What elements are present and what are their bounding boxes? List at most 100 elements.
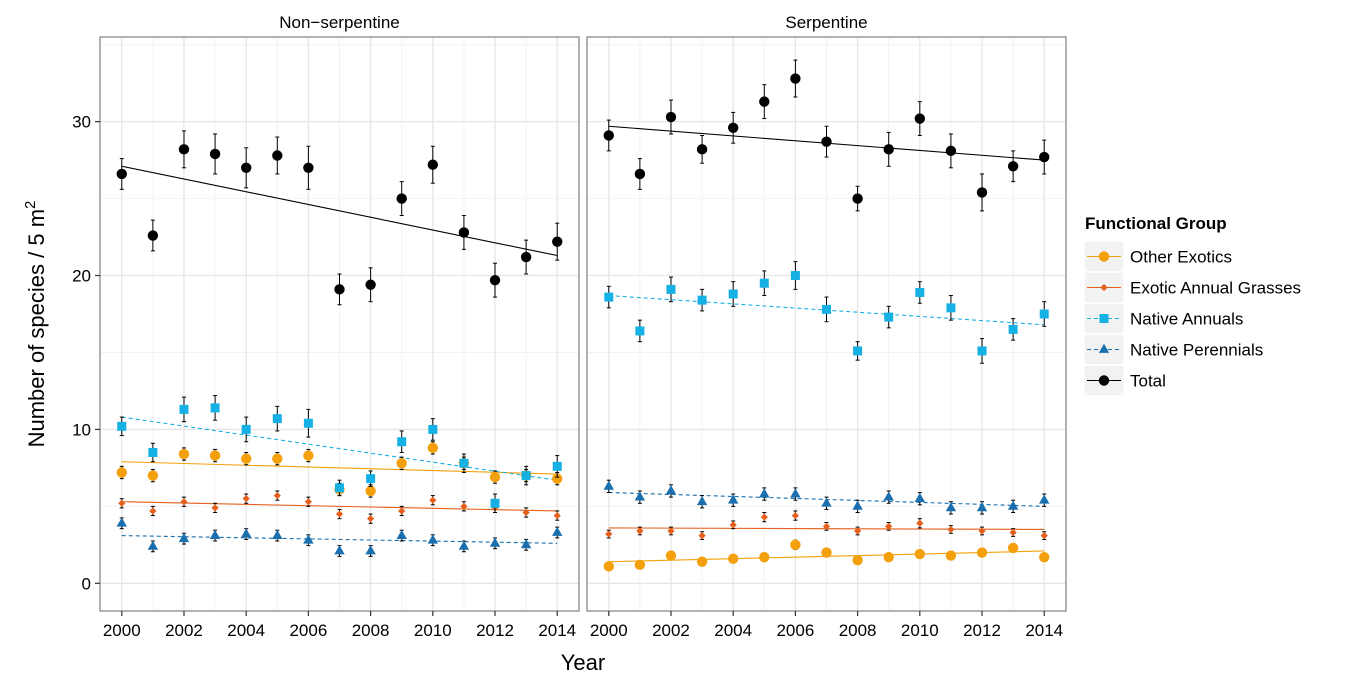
data-point-native-perennials xyxy=(147,540,159,550)
data-point-native-annuals xyxy=(552,461,562,471)
data-point-native-perennials xyxy=(852,500,863,510)
legend-label: Native Perennials xyxy=(1130,341,1263,360)
data-point-exotic-annual-grasses xyxy=(605,530,613,538)
data-point-native-annuals xyxy=(459,458,469,468)
y-axis-label-superscript: 2 xyxy=(22,201,39,209)
data-point-total xyxy=(396,193,407,204)
data-point-native-annuals xyxy=(428,424,438,434)
x-axis-serpentine: 2000 2002 2004 2006 2008 2010 2012 2014 xyxy=(590,611,1063,640)
data-point-total xyxy=(427,159,439,170)
panel-non-serpentine: Non−serpentine 2000 2002 2004 2006 2008 2010 2… xyxy=(99,7,580,640)
x-tick-label: 2000 xyxy=(103,621,141,640)
data-point-native-perennials xyxy=(1007,500,1019,510)
legend-marker xyxy=(1099,314,1109,323)
data-point-exotic-annual-grasses xyxy=(1040,531,1048,540)
data-point-other-exotics xyxy=(116,467,127,478)
data-point-native-annuals xyxy=(1008,324,1018,334)
x-axis-non-serpentine: 2000 2002 2004 2006 2008 2010 2012 2014 xyxy=(103,611,576,640)
data-point-native-annuals xyxy=(790,271,800,281)
data-point-native-annuals xyxy=(335,483,344,493)
data-point-total xyxy=(520,251,532,263)
data-point-total xyxy=(821,136,832,147)
y-axis-label: Number of species / 5 m2 xyxy=(22,201,49,448)
data-point-other-exotics xyxy=(396,458,407,469)
series-native-perennials-non-serpentine xyxy=(116,517,563,557)
panel-strip-non-serpentine xyxy=(100,7,579,37)
data-point-total xyxy=(458,227,470,238)
data-point-other-exotics xyxy=(489,471,501,483)
data-marks-non-serpentine xyxy=(116,130,563,557)
data-point-total xyxy=(116,168,127,180)
data-point-exotic-annual-grasses xyxy=(367,515,375,523)
data-point-native-annuals xyxy=(117,421,127,431)
data-point-native-perennials xyxy=(365,545,376,555)
series-exotic-annual-grasses-serpentine xyxy=(605,510,1048,540)
legend-label: Exotic Annual Grasses xyxy=(1130,279,1301,298)
data-point-exotic-annual-grasses xyxy=(149,507,157,515)
data-point-other-exotics xyxy=(365,485,376,497)
data-point-other-exotics xyxy=(272,453,283,464)
data-point-other-exotics xyxy=(209,450,221,461)
y-axis: 0 10 20 30 xyxy=(72,113,100,593)
data-point-exotic-annual-grasses xyxy=(304,498,312,506)
data-point-exotic-annual-grasses xyxy=(667,527,675,535)
data-point-other-exotics xyxy=(552,473,563,484)
data-point-total xyxy=(976,187,988,198)
legend-label: Native Annuals xyxy=(1130,310,1243,329)
data-point-native-annuals xyxy=(210,403,220,413)
data-point-exotic-annual-grasses xyxy=(885,522,893,530)
data-point-native-annuals xyxy=(977,346,987,356)
data-point-exotic-annual-grasses xyxy=(398,507,406,515)
y-tick-label: 10 xyxy=(72,420,91,439)
data-point-native-perennials xyxy=(334,545,345,555)
data-marks-serpentine xyxy=(603,59,1050,572)
data-point-native-perennials xyxy=(116,517,127,527)
data-point-exotic-annual-grasses xyxy=(553,511,561,520)
legend-item-exotic-annual-grasses: Exotic Annual Grasses xyxy=(1083,271,1301,304)
data-point-native-perennials xyxy=(665,485,677,495)
data-point-total xyxy=(365,279,376,290)
legend: Functional Group Other Exotics Exotic Ann… xyxy=(1083,214,1301,397)
data-point-native-perennials xyxy=(759,488,770,498)
data-point-native-annuals xyxy=(697,295,707,305)
x-tick-label: 2010 xyxy=(901,621,939,640)
data-point-native-perennials xyxy=(552,526,563,536)
x-tick-label: 2012 xyxy=(476,621,514,640)
data-point-exotic-annual-grasses xyxy=(916,519,924,527)
data-point-native-annuals xyxy=(241,424,251,434)
data-point-other-exotics xyxy=(914,548,926,560)
data-point-exotic-annual-grasses xyxy=(822,522,831,530)
x-tick-label: 2008 xyxy=(839,621,877,640)
data-point-other-exotics xyxy=(696,556,708,567)
legend-marker xyxy=(1098,343,1110,353)
data-point-total xyxy=(914,113,926,124)
data-point-total xyxy=(209,148,221,160)
data-point-native-perennials xyxy=(696,495,708,506)
data-point-exotic-annual-grasses xyxy=(1009,528,1017,537)
y-axis-label-main: Number of species / 5 m xyxy=(24,209,49,447)
data-point-other-exotics xyxy=(1039,551,1050,563)
data-point-native-annuals xyxy=(946,303,956,313)
data-point-total xyxy=(727,122,739,133)
data-point-native-perennials xyxy=(303,534,314,544)
data-point-total xyxy=(240,162,252,174)
panel-strip-serpentine xyxy=(587,7,1066,37)
data-point-native-perennials xyxy=(240,528,252,538)
data-point-other-exotics xyxy=(727,553,739,564)
data-point-native-perennials xyxy=(790,488,801,498)
data-point-native-perennials xyxy=(209,529,221,539)
legend-item-native-perennials: Native Perennials xyxy=(1083,333,1263,366)
data-point-native-annuals xyxy=(272,414,282,424)
data-point-native-perennials xyxy=(178,532,190,543)
data-point-total xyxy=(603,130,614,141)
data-point-total xyxy=(1007,161,1019,172)
data-point-other-exotics xyxy=(883,551,894,563)
data-point-exotic-annual-grasses xyxy=(180,498,188,506)
x-tick-label: 2008 xyxy=(352,621,390,640)
data-point-native-perennials xyxy=(272,529,283,539)
data-point-other-exotics xyxy=(976,547,988,558)
x-tick-label: 2014 xyxy=(538,621,576,640)
data-point-native-annuals xyxy=(759,278,769,288)
data-point-exotic-annual-grasses xyxy=(242,495,250,503)
legend-marker xyxy=(1098,251,1110,262)
